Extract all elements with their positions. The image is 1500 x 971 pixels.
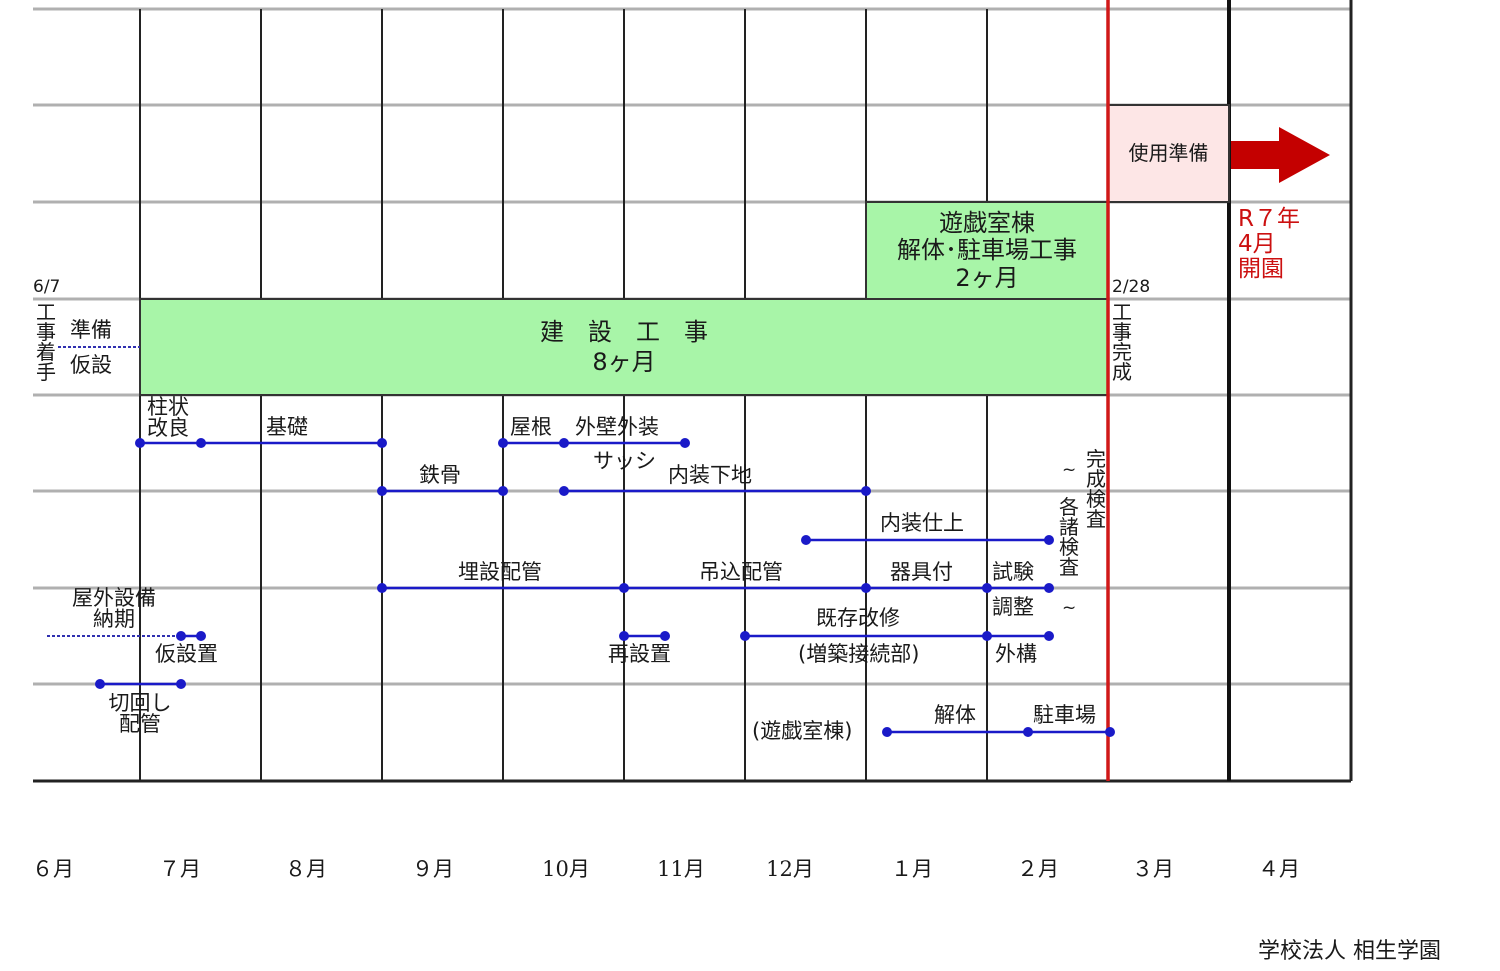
task-steel-label: 鉄骨	[419, 463, 461, 487]
usage-prep-box	[1107, 104, 1230, 203]
task-interior-base-label: 内装下地	[668, 463, 752, 487]
task-test-label: 試験	[992, 560, 1034, 584]
task-outdoor-equip-label: 屋外設備 納期	[72, 586, 156, 632]
start-date: 6/7	[33, 277, 61, 297]
task-switch-piping-label: 切回し 配管	[108, 691, 172, 737]
construction-duration: 8ヶ月	[592, 348, 656, 376]
task-adjust-label: 調整	[992, 595, 1034, 619]
construction-box-text: 建 設 工 事 8ヶ月	[140, 310, 1108, 384]
demolition-box-text: 遊戯室棟 解体･駐車場工事 2ヶ月	[866, 205, 1108, 297]
demolition-line2: 解体･駐車場工事	[897, 236, 1077, 265]
month-label: ８月	[285, 857, 327, 881]
month-label: ６月	[32, 857, 74, 881]
task-hanging-piping-label: 吊込配管	[699, 560, 783, 584]
opening-line1: R７年	[1238, 206, 1300, 232]
demolition-line1: 遊戯室棟	[939, 208, 1035, 237]
task-interior-finish-label: 内装仕上	[880, 511, 964, 535]
task-exterior-label: 外壁外装	[575, 415, 659, 439]
month-label: ７月	[159, 857, 201, 881]
construction-bar	[139, 298, 1109, 396]
end-date: 2/28	[1112, 277, 1151, 297]
end-label: 工事完成	[1112, 300, 1132, 384]
organization-name: 学校法人 相生学園	[1258, 939, 1441, 964]
task-reinstall-label: 再設置	[608, 642, 671, 666]
demolition-line3: 2ヶ月	[955, 263, 1019, 292]
task-exterior-works-label: 外構	[995, 642, 1037, 666]
month-label: ４月	[1258, 857, 1300, 881]
opening-line2: 4月	[1238, 231, 1276, 257]
task-demolition-label: 解体	[934, 703, 976, 727]
demolition-bar	[865, 201, 1109, 300]
task-temp-install-label: 仮設置	[155, 642, 218, 666]
task-buried-piping-label: 埋設配管	[458, 560, 542, 584]
month-label: ９月	[412, 857, 454, 881]
month-label: 11月	[657, 857, 705, 881]
task-roof-label: 屋根	[510, 415, 552, 439]
task-fixtures-label: 器具付	[890, 560, 953, 584]
task-renovation-sub-label: (増築接続部)	[798, 642, 920, 666]
right-arrow-icon	[1231, 127, 1330, 183]
prep-label: 準備	[70, 318, 112, 342]
month-label: 10月	[542, 857, 590, 881]
construction-title: 建 設 工 事	[540, 318, 708, 346]
tilde-mark: ~	[1062, 598, 1077, 618]
usage-prep-label: 使用準備	[1128, 141, 1209, 165]
task-foundation-label: 基礎	[266, 415, 308, 439]
task-parking-label: 駐車場	[1033, 703, 1096, 727]
month-label: ３月	[1132, 857, 1174, 881]
tilde-mark: ~	[1062, 460, 1077, 480]
month-label: 12月	[766, 857, 814, 881]
task-dots	[95, 438, 1115, 737]
task-renovation-label: 既存改修	[816, 606, 900, 630]
task-soil-label: 柱状 改良	[147, 395, 189, 441]
month-label: １月	[891, 857, 933, 881]
task-inspection-sub-label: 各諸検査	[1059, 495, 1079, 579]
task-sash-label: サッシ	[593, 449, 656, 473]
start-label: 工事着手	[36, 300, 56, 384]
task-inspection-label: 完成検査	[1086, 447, 1106, 531]
task-playroom-label: (遊戯室棟)	[752, 719, 853, 743]
temp-label: 仮設	[70, 353, 112, 377]
opening-line3: 開園	[1238, 256, 1284, 282]
month-label: ２月	[1017, 857, 1059, 881]
task-lines	[100, 441, 1112, 734]
